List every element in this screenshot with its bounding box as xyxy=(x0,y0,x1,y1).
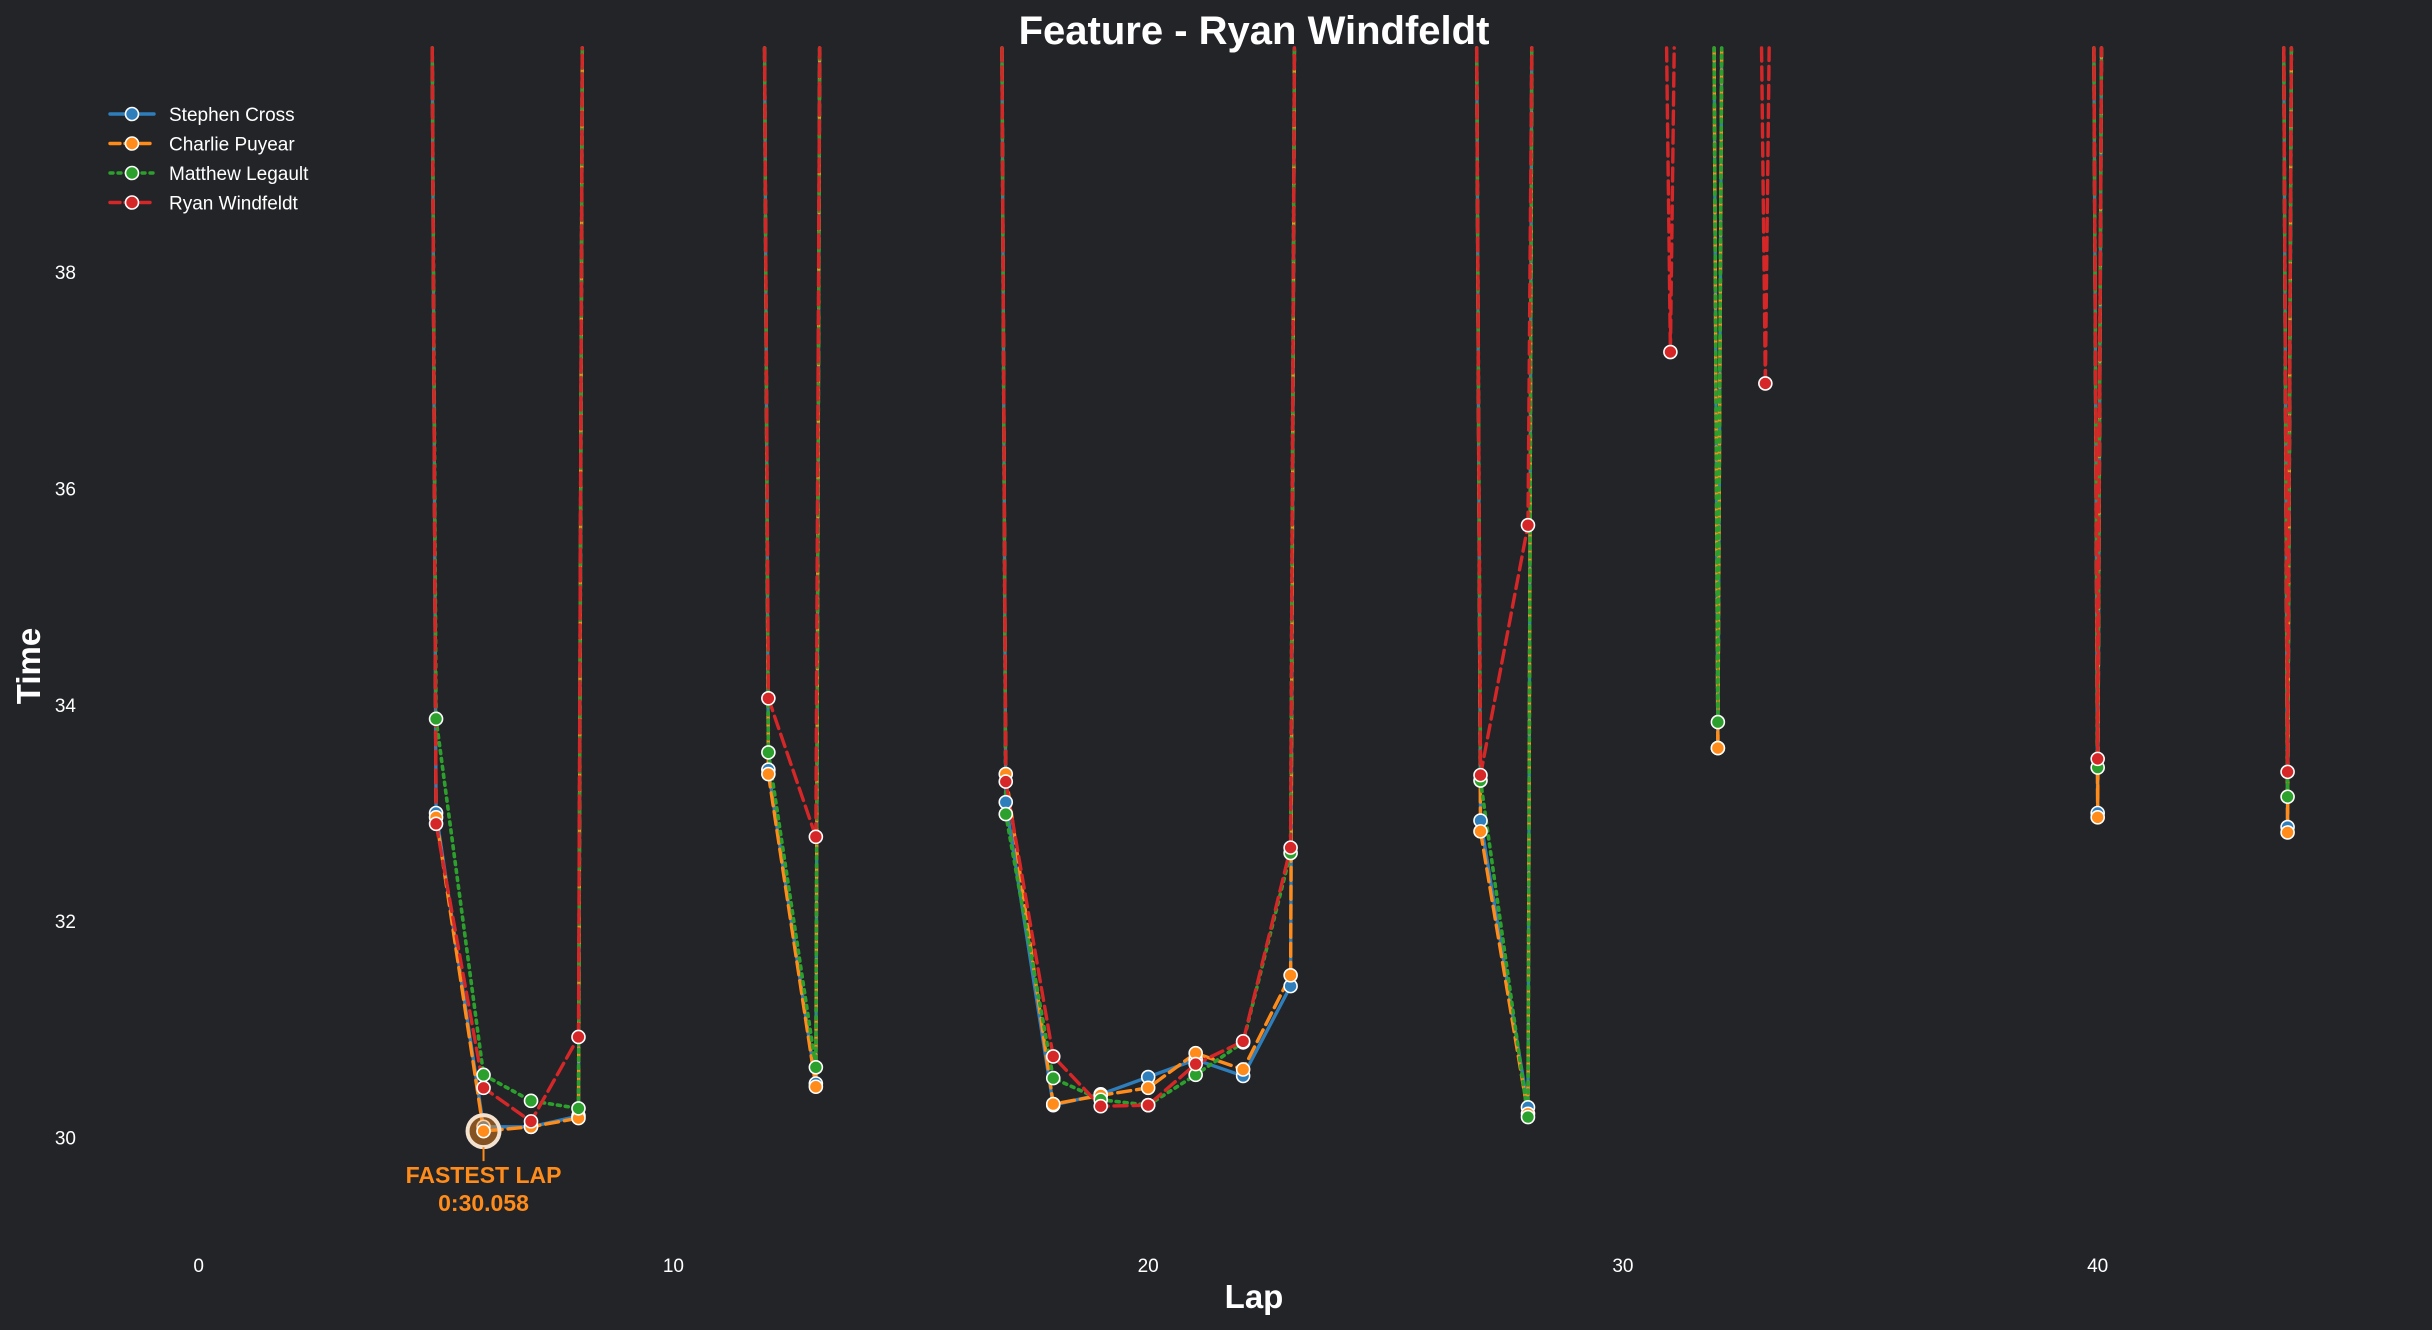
series-line-ryan-windfeldt xyxy=(2285,46,2294,774)
fastest-lap-time: 0:30.058 xyxy=(438,1190,529,1216)
data-point-ryan-windfeldt xyxy=(1663,344,1678,360)
series-line-ryan-windfeldt xyxy=(1288,46,1297,850)
data-point-stephen-cross xyxy=(998,794,1014,810)
series-line-ryan-windfeldt xyxy=(1526,46,1534,527)
data-point-matthew-legault xyxy=(428,711,444,727)
x-tick-label: 0 xyxy=(193,1256,204,1277)
data-point-charlie-puyear xyxy=(761,766,776,782)
y-tick-label: 36 xyxy=(55,479,76,500)
series-line-ryan-windfeldt xyxy=(576,46,584,1039)
data-point-charlie-puyear xyxy=(1473,824,1488,839)
y-tick-label: 32 xyxy=(55,912,76,933)
data-point-charlie-puyear xyxy=(1710,740,1726,756)
fastest-lap-label: FASTEST LAP xyxy=(406,1162,562,1188)
x-axis-label: Lap xyxy=(1225,1278,1284,1315)
data-point-ryan-windfeldt xyxy=(523,1114,539,1129)
series-line-matthew-legault xyxy=(1716,46,1724,724)
data-point-matthew-legault xyxy=(1045,1070,1061,1086)
chart-title: Feature - Ryan Windfeldt xyxy=(1019,9,1490,53)
data-point-charlie-puyear xyxy=(1235,1062,1251,1077)
data-point-ryan-windfeldt xyxy=(1473,767,1488,783)
series-line-ryan-windfeldt xyxy=(762,46,771,700)
x-tick-label: 40 xyxy=(2087,1256,2108,1277)
data-point-matthew-legault xyxy=(476,1067,491,1083)
data-point-ryan-windfeldt xyxy=(1188,1056,1203,1072)
axis-ticks: 0 10 20 30 40 30 32 34 36 38 xyxy=(55,263,2108,1277)
data-point-ryan-windfeldt xyxy=(2280,764,2295,780)
series-line-matthew-legault xyxy=(766,750,818,1070)
legend-marker-charlie-puyear xyxy=(124,136,140,151)
series-line-ryan-windfeldt xyxy=(430,46,438,826)
series-line-ryan-windfeldt xyxy=(1000,46,1008,784)
data-point-charlie-puyear xyxy=(1045,1096,1061,1112)
data-point-ryan-windfeldt xyxy=(808,829,824,845)
data-point-ryan-windfeldt xyxy=(998,774,1014,789)
data-point-matthew-legault xyxy=(998,806,1014,822)
y-tick-label: 30 xyxy=(55,1129,76,1150)
series-line-ryan-windfeldt xyxy=(1668,46,1676,354)
data-point-matthew-legault xyxy=(523,1093,539,1109)
data-point-matthew-legault xyxy=(1710,714,1726,730)
data-point-matthew-legault xyxy=(808,1059,824,1075)
legend-marker-ryan-windfeldt xyxy=(124,195,140,210)
series-line-ryan-windfeldt xyxy=(1475,46,1483,777)
data-point-ryan-windfeldt xyxy=(1283,840,1298,855)
chart-legend: Stephen Cross Charlie Puyear Matthew Legau… xyxy=(108,105,309,215)
data-point-matthew-legault xyxy=(2280,789,2295,805)
data-point-ryan-windfeldt xyxy=(2090,751,2105,767)
data-point-charlie-puyear xyxy=(808,1079,824,1095)
x-tick-label: 30 xyxy=(1612,1256,1633,1277)
data-point-ryan-windfeldt xyxy=(1093,1098,1109,1114)
data-point-ryan-windfeldt xyxy=(1235,1034,1251,1049)
data-point-ryan-windfeldt xyxy=(1758,376,1773,391)
data-point-ryan-windfeldt xyxy=(428,816,444,832)
legend-label-stephen-cross: Stephen Cross xyxy=(169,105,295,126)
series-line-charlie-puyear xyxy=(766,772,818,1089)
data-point-matthew-legault xyxy=(1520,1109,1536,1125)
data-point-ryan-windfeldt xyxy=(1045,1049,1061,1064)
series-line-ryan-windfeldt xyxy=(1763,46,1771,386)
data-point-charlie-puyear xyxy=(2280,825,2295,840)
y-tick-label: 34 xyxy=(55,696,77,717)
series-markers xyxy=(428,344,2295,1139)
legend-label-matthew-legault: Matthew Legault xyxy=(169,164,309,185)
series-line-ryan-windfeldt xyxy=(766,696,818,839)
data-point-ryan-windfeldt xyxy=(761,690,776,706)
y-tick-label: 38 xyxy=(55,263,76,284)
series-line-ryan-windfeldt xyxy=(1478,523,1530,777)
data-point-ryan-windfeldt xyxy=(476,1080,491,1096)
legend-marker-matthew-legault xyxy=(124,165,140,181)
x-tick-label: 10 xyxy=(663,1256,684,1277)
data-point-charlie-puyear xyxy=(1140,1080,1156,1096)
series-line-ryan-windfeldt xyxy=(2095,46,2104,761)
data-point-ryan-windfeldt xyxy=(1140,1097,1156,1113)
y-axis-label: Time xyxy=(10,628,47,704)
legend-marker-stephen-cross xyxy=(124,106,140,122)
data-point-matthew-legault xyxy=(761,745,776,760)
data-point-charlie-puyear xyxy=(2090,810,2105,825)
series-line-charlie-puyear xyxy=(434,815,581,1133)
series-line-ryan-windfeldt xyxy=(814,46,822,839)
data-point-charlie-puyear xyxy=(1283,968,1298,983)
series-line-ryan-windfeldt xyxy=(434,822,581,1124)
data-point-matthew-legault xyxy=(571,1101,586,1116)
series-line-matthew-legault xyxy=(434,717,581,1111)
data-point-ryan-windfeldt xyxy=(571,1029,586,1045)
series-line-matthew-legault xyxy=(1478,778,1530,1119)
data-point-ryan-windfeldt xyxy=(1520,517,1536,533)
legend-label-charlie-puyear: Charlie Puyear xyxy=(169,135,295,156)
fastest-lap-point xyxy=(476,1123,491,1139)
legend-label-ryan-windfeldt: Ryan Windfeldt xyxy=(169,194,299,215)
x-tick-label: 20 xyxy=(1138,1256,1159,1277)
